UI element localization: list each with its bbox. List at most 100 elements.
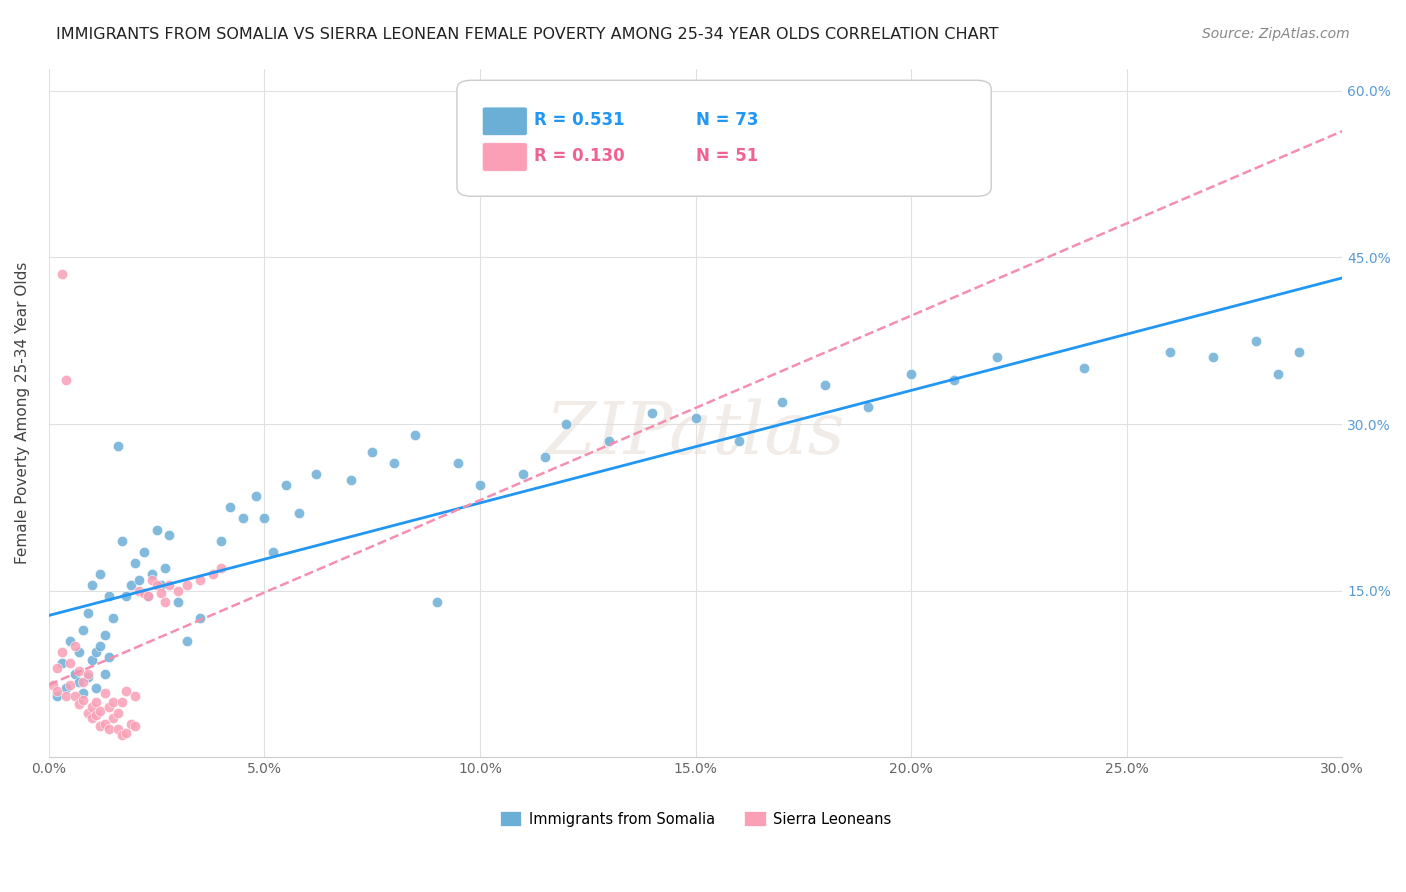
Point	[120, 578, 142, 592]
Text: Source: ZipAtlas.com: Source: ZipAtlas.com	[1202, 27, 1350, 41]
Point	[94, 667, 117, 681]
Point	[51, 645, 73, 659]
Point	[188, 611, 211, 625]
Point	[900, 367, 922, 381]
Point	[98, 723, 121, 737]
Point	[103, 611, 125, 625]
Point	[115, 683, 138, 698]
Point	[115, 589, 138, 603]
Point	[136, 589, 159, 603]
Point	[89, 566, 111, 581]
Point	[262, 545, 284, 559]
Point	[128, 583, 150, 598]
Point	[136, 589, 159, 603]
Point	[76, 670, 98, 684]
Point	[80, 578, 103, 592]
Point	[103, 711, 125, 725]
Point	[1159, 344, 1181, 359]
Point	[1073, 361, 1095, 376]
Legend: Immigrants from Somalia, Sierra Leoneans: Immigrants from Somalia, Sierra Leoneans	[494, 805, 897, 832]
Point	[63, 689, 86, 703]
Point	[856, 401, 879, 415]
Text: N = 51: N = 51	[696, 147, 758, 165]
Point	[218, 500, 240, 515]
Point	[51, 656, 73, 670]
Point	[149, 586, 172, 600]
Point	[72, 674, 94, 689]
Point	[641, 406, 664, 420]
Point	[84, 708, 107, 723]
Point	[67, 645, 90, 659]
Point	[55, 373, 77, 387]
Point	[72, 623, 94, 637]
Point	[1244, 334, 1267, 348]
Point	[94, 686, 117, 700]
Point	[94, 628, 117, 642]
Point	[76, 606, 98, 620]
Point	[89, 719, 111, 733]
Point	[76, 706, 98, 720]
Point	[145, 523, 167, 537]
Point	[89, 704, 111, 718]
Point	[943, 373, 966, 387]
Point	[132, 586, 155, 600]
Point	[404, 428, 426, 442]
Point	[1202, 351, 1225, 365]
Point	[51, 267, 73, 281]
Point	[94, 717, 117, 731]
Point	[770, 394, 793, 409]
Text: R = 0.130: R = 0.130	[534, 147, 624, 165]
Point	[426, 595, 449, 609]
Point	[149, 578, 172, 592]
Point	[59, 656, 82, 670]
Point	[361, 444, 384, 458]
Point	[124, 689, 146, 703]
Point	[145, 578, 167, 592]
Point	[288, 506, 311, 520]
Point	[124, 719, 146, 733]
Point	[447, 456, 470, 470]
Point	[188, 573, 211, 587]
Point	[141, 566, 163, 581]
Point	[814, 378, 837, 392]
Point	[274, 478, 297, 492]
Point	[98, 650, 121, 665]
Point	[167, 595, 190, 609]
Point	[80, 711, 103, 725]
Point	[986, 351, 1008, 365]
Point	[46, 689, 69, 703]
Point	[209, 533, 232, 548]
Point	[159, 528, 181, 542]
Point	[107, 706, 129, 720]
Point	[46, 683, 69, 698]
Point	[115, 726, 138, 740]
Point	[209, 561, 232, 575]
Point	[55, 681, 77, 696]
Point	[89, 639, 111, 653]
Point	[80, 700, 103, 714]
Point	[159, 578, 181, 592]
Point	[176, 633, 198, 648]
Point	[72, 686, 94, 700]
Point	[176, 578, 198, 592]
Point	[533, 450, 555, 465]
Text: N = 73: N = 73	[696, 112, 758, 129]
Point	[1267, 367, 1289, 381]
Point	[167, 583, 190, 598]
Point	[245, 489, 267, 503]
Point	[98, 700, 121, 714]
Point	[339, 473, 361, 487]
Point	[55, 689, 77, 703]
Point	[98, 589, 121, 603]
Point	[382, 456, 405, 470]
Point	[46, 661, 69, 675]
Point	[63, 667, 86, 681]
Text: IMMIGRANTS FROM SOMALIA VS SIERRA LEONEAN FEMALE POVERTY AMONG 25-34 YEAR OLDS C: IMMIGRANTS FROM SOMALIA VS SIERRA LEONEA…	[56, 27, 998, 42]
Point	[201, 566, 224, 581]
Point	[132, 545, 155, 559]
Point	[598, 434, 620, 448]
Point	[67, 664, 90, 678]
Point	[468, 478, 491, 492]
Point	[84, 681, 107, 696]
Point	[103, 695, 125, 709]
